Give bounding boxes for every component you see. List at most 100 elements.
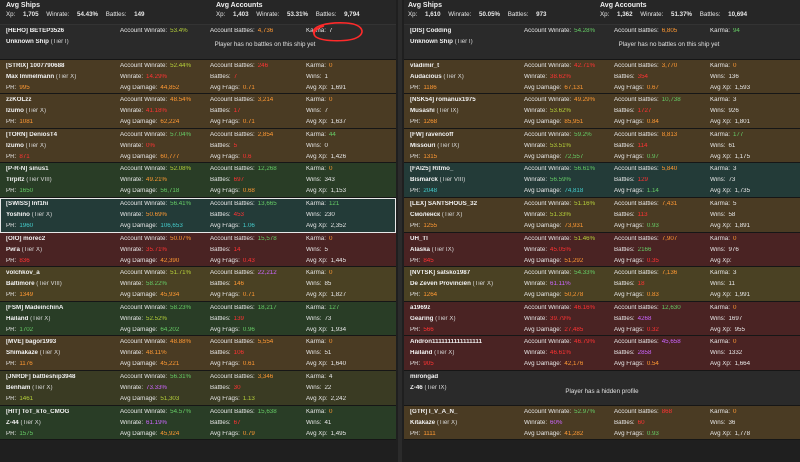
winrate-column: Account Winrate: 56.41% Winrate: 50.69% Avg … [120,201,212,234]
player-name[interactable]: [FSM] MadeinchinA [6,304,64,311]
player-name[interactable]: zzKOLzz [6,97,32,104]
player-card[interactable]: [MVE] bagor1993 Shimakaze (Tier X) PR: 1176… [0,336,396,371]
player-info: [FW] ravencoff Missouri (Tier IX) PR: 1315 [410,132,522,165]
player-name[interactable]: [TORN] DeniosT4 [6,131,58,138]
stat-label: PR: [410,361,421,368]
stat-label: Karma: [710,62,730,69]
stat-value-acc_wr: 54.28% [574,28,596,34]
stat-label: Wins: [306,350,322,357]
player-name[interactable]: [FAI25] Ritmo_ [410,166,454,173]
player-card[interactable]: UH_TI Alaska (Tier IX) PR: 845 Account Winra… [404,232,800,269]
stat-value-acc_wr: 57.04% [170,131,192,138]
player-name[interactable]: [JNRDF] battleship3948 [6,373,76,380]
player-name[interactable]: a1969z [410,304,431,311]
player-name[interactable]: vladimir_t [410,62,440,69]
ship-name: Смоленск [410,211,441,218]
player-card[interactable]: a1969z Gearing (Tier X) PR: 566 Account Winr… [404,301,800,337]
stat-label: Wins: [710,419,726,426]
stat-karma: Karma: 0 [306,97,394,108]
winrate-column: Account Winrate: 51.46% Winrate: 45.05% Avg … [524,236,616,269]
player-name[interactable]: [STRIX] 1007790688 [6,62,65,69]
battles-column: Account Battles: 7,136 Battles: 18 Avg Frags… [614,270,706,303]
player-name[interactable]: [SWISS] Inf1hi [6,200,49,207]
player-card[interactable]: zzKOLzz Izumo (Tier X) PR: 1081 Account Winr… [0,94,396,129]
player-card[interactable]: vladimir_t Audacious (Tier X) PR: 1186 Accou… [404,59,800,95]
battles-column: Account Battles: 6,805 [614,28,706,39]
player-name[interactable]: [FW] ravencoff [410,131,454,138]
stat-label: Battles: [210,419,231,426]
player-card[interactable]: [FW] ravencoff Missouri (Tier IX) PR: 1315 A… [404,128,800,165]
stat-label: Avg Frags: [614,257,644,264]
karma-column: Karma: 0 Wins: 7 Avg Xp: 1,637 [306,97,394,130]
player-name[interactable]: [NVTSK] satsko1987 [410,270,471,277]
player-card[interactable]: [P-R-N] sinus1 Tirpitz (Tier VIII) PR: 1650… [0,163,396,198]
ship-name: Рига [6,246,20,253]
stat-label: Avg Damage: [524,84,562,91]
player-card[interactable]: [OIO] morec2 Рига (Tier X) PR: 836 Account W… [0,232,396,268]
stat-label: Avg Frags: [614,326,644,333]
stat-value-acc_wr: 51.16% [574,200,596,207]
stat-label: PR: [6,430,17,437]
stat-label: Account Battles: [614,339,659,346]
player-name[interactable]: [LEX] SANTSHOUS_32 [410,200,478,207]
ship-name: Z-44 [6,419,19,426]
player-name[interactable]: mirongad [410,373,439,380]
stat-frags: Avg Frags: 0.96 [210,327,302,338]
stat-wr: Winrate: 46.61% [524,350,616,361]
stat-karma: Karma: 0 [710,63,798,74]
stat-b: Battles: 697 [210,177,302,188]
battles-column: Account Battles: 10,738 Battles: 1727 Avg Fr… [614,97,706,130]
stat-value-dmg: 64,202 [160,326,180,333]
player-info: [MVE] bagor1993 Shimakaze (Tier X) PR: 1176 [6,339,118,372]
player-name[interactable]: [HIT] ToT_kTo_CMOG [6,408,70,415]
stat-karma: Karma: 0 [306,339,394,350]
player-name[interactable]: volchkov_a [6,270,40,277]
stat-value-wr: 73.33% [146,384,168,391]
stat-acc_wr: Account Winrate: 42.71% [524,63,616,74]
stat-dmg: Avg Damage: 106,653 [120,223,212,234]
player-card[interactable]: [NSK54] romanux1975 Musashi (Tier IX) PR: 1… [404,94,800,129]
player-name[interactable]: [HEHO] BETEP3526 [6,28,65,34]
player-card[interactable]: [HIT] ToT_kTo_CMOG Z-44 (Tier X) PR: 1575 Ac… [0,405,396,441]
player-card[interactable]: [TORN] DeniosT4 Izumo (Tier X) PR: 871 Accou… [0,128,396,165]
player-name[interactable]: [OIO] morec2 [6,235,46,242]
stat-value-b: 354 [637,73,648,80]
player-card[interactable]: [FAI25] Ritmo_ Bismarck (Tier VIII) PR: 204… [404,163,800,198]
stat-axp: Avg Xp: 1,426 [306,154,394,165]
player-name[interactable]: [GTR] I_V_A_N_ [410,408,458,415]
stat-b: Battles: 67 [210,420,302,431]
stat-label: Account Battles: [210,373,255,380]
stat-wins: Wins: 1332 [710,350,798,361]
player-card[interactable]: [SWISS] Inf1hi Yoshino (Tier X) PR: 1960 Acc… [0,197,396,234]
player-card[interactable]: [GTR] I_V_A_N_ Kitakaze (Tier X) PR: 1111 Ac… [404,405,800,441]
ship-name: Alaska [410,246,430,253]
ship-tier: (Tier X) [441,211,463,218]
player-name[interactable]: [NSK54] romanux1975 [410,97,476,104]
player-card[interactable]: [LEX] SANTSHOUS_32 Смоленск (Tier X) PR: 12… [404,197,800,233]
stat-label: Battles: [210,281,231,288]
stat-value-wins: 5 [324,246,328,253]
player-card[interactable]: volchkov_a Baltimore (Tier VIII) PR: 1349 Ac… [0,267,396,302]
stat-value-acc_b: 246 [257,62,269,69]
stat-acc_wr: Account Winrate: 51.71% [120,270,212,281]
player-card[interactable]: [STRIX] 1007790688 Max Immelmann (Tier X)… [0,59,396,95]
stat-value-pr: 871 [19,153,30,160]
player-card[interactable]: [NVTSK] satsko1987 De Zeven Provinciën (T… [404,267,800,302]
player-name[interactable]: UH_TI [410,235,428,242]
player-card[interactable]: Andron1111111111111111 Hailand (Tier X) PR… [404,336,800,371]
player-name[interactable]: [P-R-N] sinus1 [6,166,49,173]
player-name[interactable]: [DIS] Codding [410,28,452,34]
player-name[interactable]: [MVE] bagor1993 [6,339,57,346]
player-name[interactable]: Andron1111111111111111 [410,339,482,346]
stat-dmg: Avg Damage: 50,278 [524,292,616,303]
player-card[interactable]: mirongad Z-46 (Tier IX) Player has a hidde… [404,370,800,406]
player-card[interactable]: [JNRDF] battleship3948 Benham (Tier X) PR:… [0,370,396,406]
stat-dmg: Avg Damage: 62,224 [120,119,212,130]
stat-value-acc_b: 3,770 [661,62,678,69]
winrate-column: Account Winrate: 54.33% Winrate: 61.11% Avg … [524,270,616,303]
player-card[interactable]: [DIS] Codding Unknown Ship (Tier I) Accoun… [404,25,800,60]
stat-value-dmg: 62,224 [160,119,180,126]
stat-value-acc_wr: 50.07% [170,235,192,242]
stat-value-dmg: 51,292 [564,257,584,264]
player-card[interactable]: [FSM] MadeinchinA Hailand (Tier X) PR: 1702… [0,301,396,338]
